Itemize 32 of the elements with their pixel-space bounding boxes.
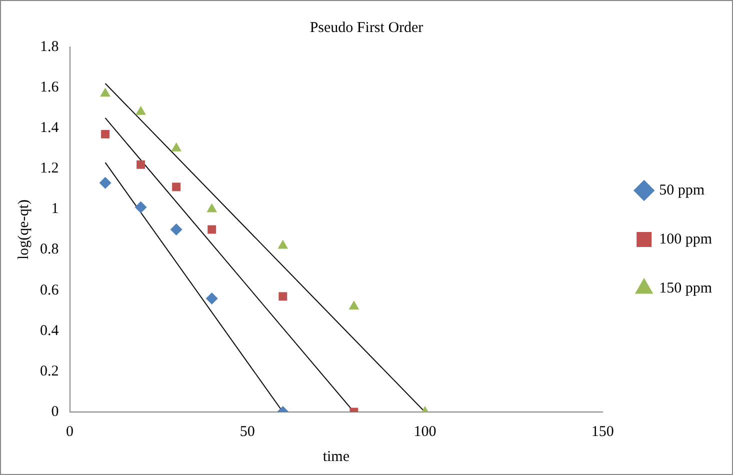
x-axis-title: time [322,448,350,465]
y-tick-label: 0 [51,404,59,420]
point [136,160,146,169]
point [208,225,216,234]
y-tick-label: 0.6 [40,282,60,298]
point [278,292,288,301]
y-tick-label: 0.2 [40,363,59,380]
legend-label: 100 ppm [659,231,712,248]
x-tick-label: 100 [414,424,436,440]
point [172,182,181,192]
point [206,292,218,304]
point [134,201,147,214]
y-axis-title: log(qe-qt) [16,200,32,260]
x-tick-label: 0 [66,424,74,440]
y-tick-label: 1.8 [40,38,59,55]
y-tick-label: 1.2 [40,160,59,177]
y-tick-label: 1.4 [40,120,60,136]
y-tick-label: 1.6 [40,79,60,96]
point [278,240,288,249]
point [101,130,110,138]
point [348,300,360,310]
legend-label: 150 ppm [659,280,712,296]
x-tick-label: 50 [240,424,255,440]
x-tick-label: 150 [591,424,614,440]
point [99,176,112,189]
point [206,203,218,212]
point [170,224,182,236]
y-tick-label: 0.4 [40,322,60,339]
legend-label: 50 ppm [659,182,705,198]
y-tick-label: 0.8 [40,242,59,258]
chart-title: Pseudo First Order [310,20,424,36]
y-tick-label: 1 [51,201,59,218]
